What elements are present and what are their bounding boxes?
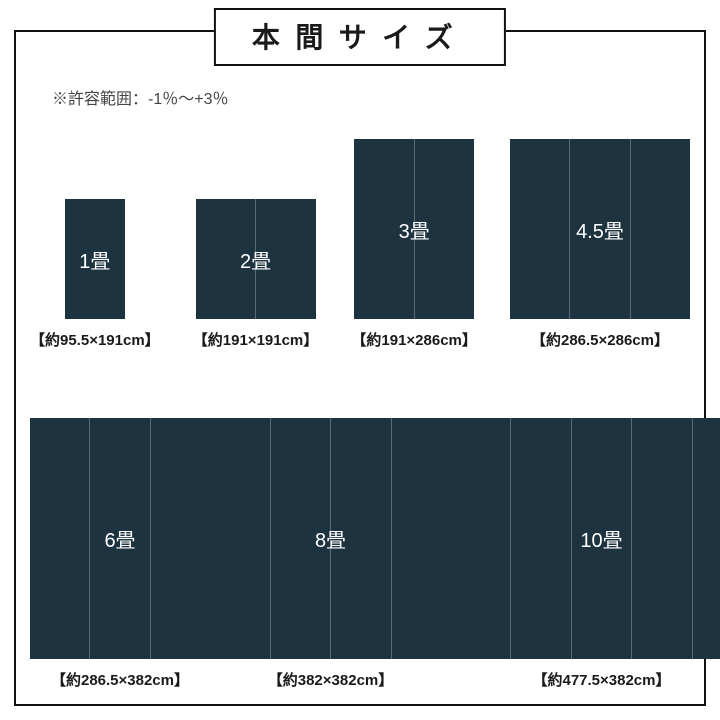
mat-label: 6畳 [104, 524, 135, 553]
mat-label: 4.5畳 [576, 215, 624, 244]
mat-label: 3畳 [399, 215, 430, 244]
tolerance-note: ※許容範囲：-1％〜+3％ [52, 85, 228, 109]
mat-dimensions: 【約477.5×382cm】 [532, 669, 670, 690]
tatami-mat: 4.5畳 [510, 139, 690, 319]
page-title: 本間サイズ [214, 8, 506, 66]
tatami-mat: 6畳 [30, 418, 210, 659]
size-cell: 10畳【約477.5×382cm】 [451, 418, 720, 690]
size-cell: 1畳【約95.5×191cm】 [30, 199, 160, 350]
size-cell: 4.5畳【約286.5×286cm】 [510, 139, 690, 350]
mat-dimensions: 【約286.5×382cm】 [51, 669, 189, 690]
mat-label: 1畳 [79, 245, 110, 274]
mat-label: 2畳 [240, 245, 271, 274]
tatami-mat: 8畳 [210, 418, 451, 659]
tatami-mat: 2畳 [196, 199, 316, 319]
tatami-mat: 10畳 [451, 418, 720, 659]
size-cell: 2畳【約191×191cm】 [193, 199, 319, 350]
mat-dimensions: 【約191×191cm】 [193, 329, 319, 350]
mat-dimensions: 【約286.5×286cm】 [531, 329, 669, 350]
size-row-1: 1畳【約95.5×191cm】 2畳【約191×191cm】 3畳【約191×286… [30, 120, 690, 350]
tatami-mat: 3畳 [354, 139, 474, 319]
tatami-mat: 1畳 [65, 199, 125, 319]
mat-dimensions: 【約191×286cm】 [351, 329, 477, 350]
size-cell: 6畳【約286.5×382cm】 [30, 418, 210, 690]
mat-dimensions: 【約95.5×191cm】 [30, 329, 160, 350]
size-row-2: 6畳【約286.5×382cm】8畳【約382×382cm】10畳【約477.5… [30, 390, 690, 690]
size-cell: 8畳【約382×382cm】 [210, 418, 451, 690]
mat-label: 10畳 [580, 524, 622, 553]
mat-label: 8畳 [315, 524, 346, 553]
mat-dimensions: 【約382×382cm】 [268, 669, 394, 690]
size-cell: 3畳【約191×286cm】 [351, 139, 477, 350]
